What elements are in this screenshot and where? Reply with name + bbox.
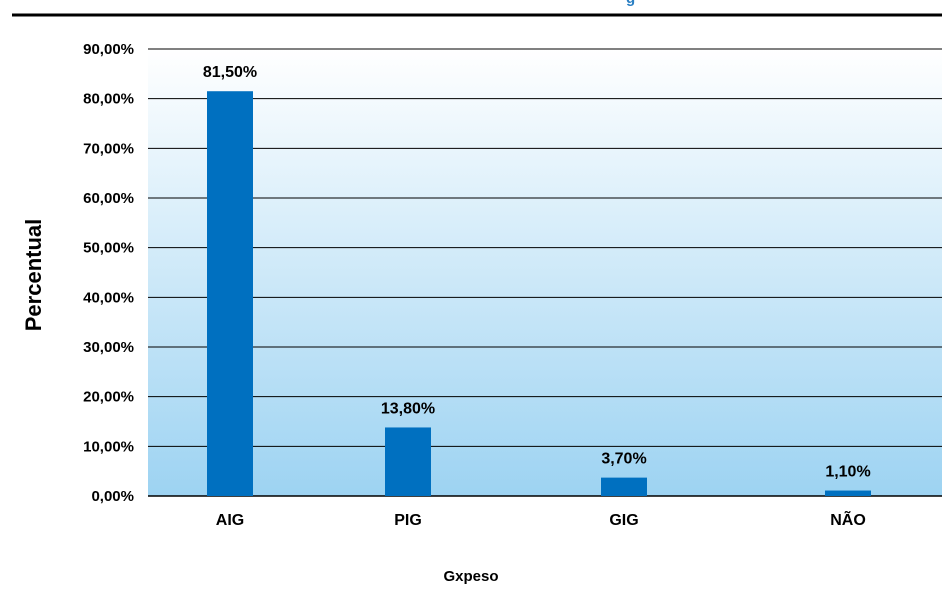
x-tick-label: PIG [394,512,422,529]
y-tick-label: 20,00% [83,389,134,406]
y-tick-label: 0,00% [91,488,134,505]
y-tick-label: 60,00% [83,190,134,207]
data-label: 1,10% [825,464,870,481]
bar-pig [385,427,431,496]
data-label: 13,80% [381,400,435,417]
y-tick-label: 70,00% [83,140,134,157]
plot-background [148,49,942,496]
x-tick-label: AIG [216,512,244,529]
y-tick-label: 80,00% [83,91,134,108]
bar-aig [207,91,253,496]
y-axis-label-wrap: Percentual [14,219,54,332]
y-tick-label: 10,00% [83,438,134,455]
y-tick-label: 40,00% [83,289,134,306]
y-axis-label: Percentual [21,218,46,332]
x-tick-label: NÃO [830,509,866,529]
y-tick-label: 90,00% [83,41,134,58]
bar-não [825,490,871,496]
y-tick-label: 30,00% [83,339,134,356]
chart-title: g [626,0,635,7]
data-label: 3,70% [601,451,646,468]
y-tick-label: 50,00% [83,240,134,257]
x-axis-label: Gxpeso [443,568,499,585]
x-tick-label: GIG [609,512,638,529]
bar-gig [601,477,647,496]
data-label: 81,50% [203,64,257,81]
